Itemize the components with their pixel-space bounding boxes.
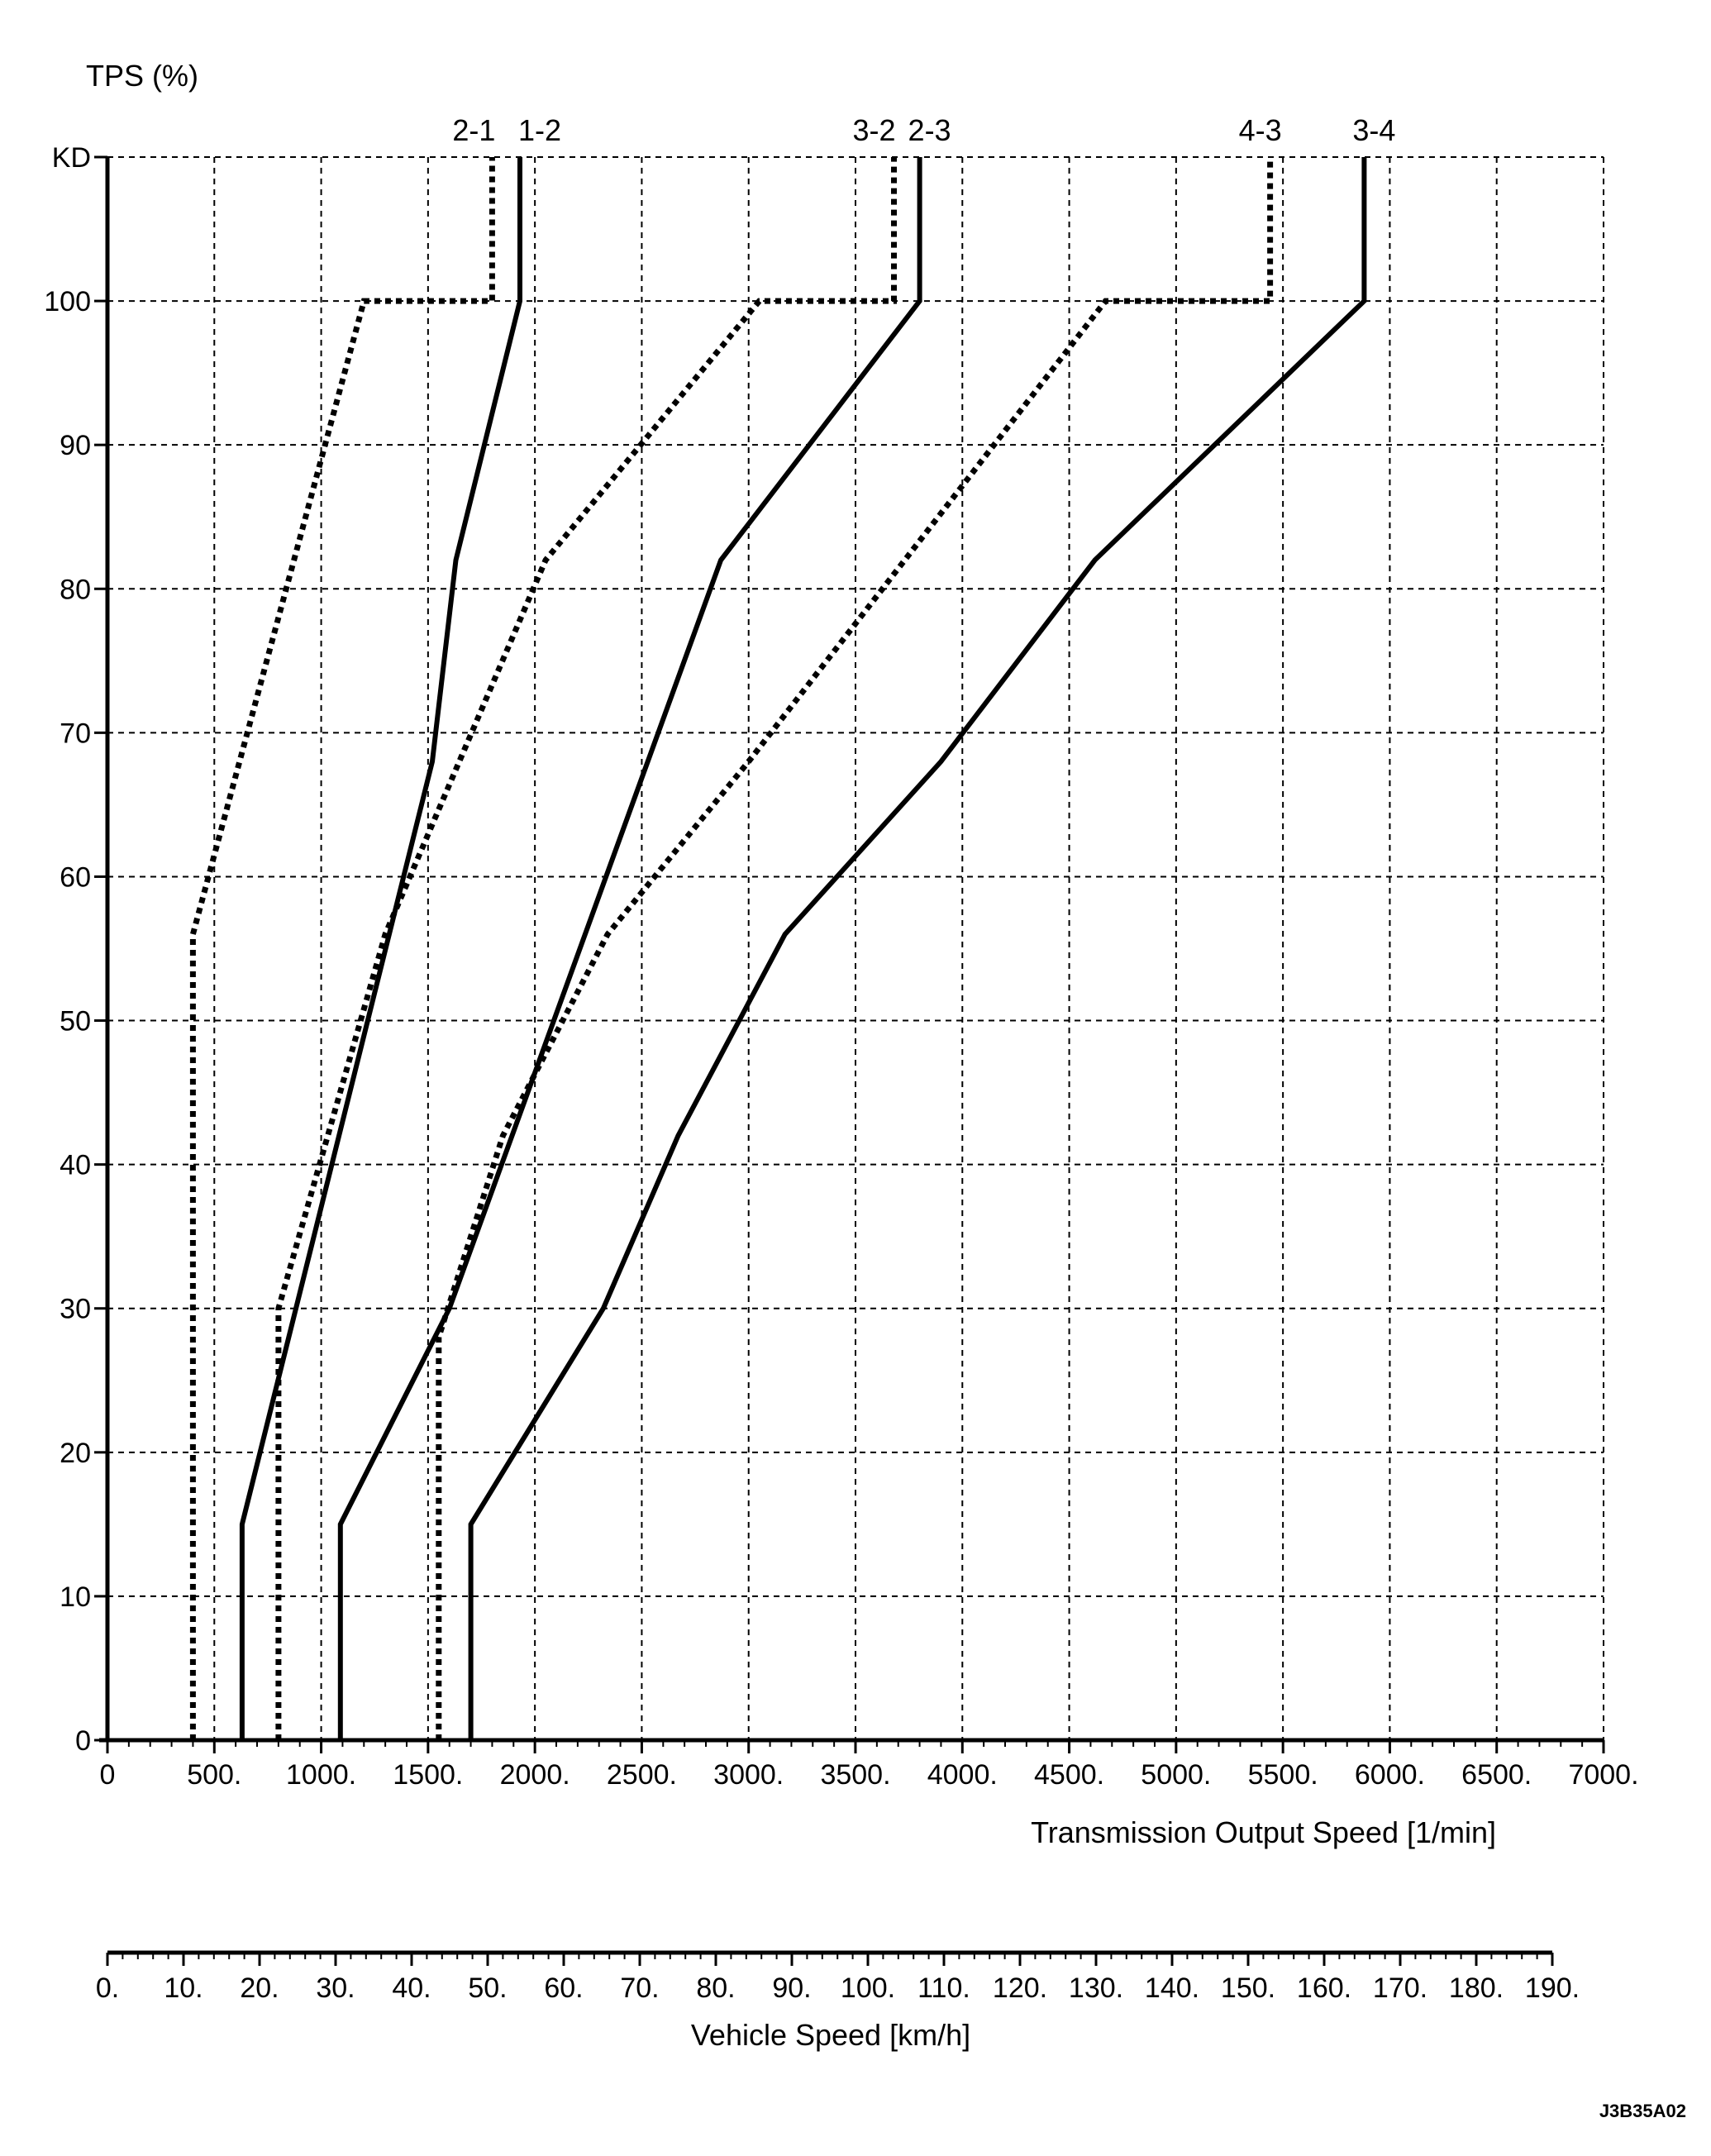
labels: TPS (%) Transmission Output Speed [1/min… <box>86 59 1686 2121</box>
y-tick-label: 70 <box>60 718 91 749</box>
series-2-1-label: 2-1 <box>452 113 495 147</box>
x-tick-label: 6500. <box>1461 1759 1532 1791</box>
series: 2-1 1-2 3-2 2-3 4-3 3-4 <box>189 113 1395 1740</box>
axes <box>99 157 1604 1955</box>
vehicle-speed-tick-label: 70. <box>620 1972 659 2004</box>
series-4-3-line <box>436 157 1274 1740</box>
vehicle-speed-tick-label: 100. <box>841 1972 895 2004</box>
y-tick-label: 60 <box>60 861 91 893</box>
x-tick-label: 1500. <box>393 1759 463 1791</box>
series-2-1-line <box>189 157 495 1740</box>
x-tick-label: 3000. <box>713 1759 784 1791</box>
vehicle-speed-tick-label: 170. <box>1373 1972 1427 2004</box>
x-tick-label: 5500. <box>1248 1759 1318 1791</box>
series-3-2-line <box>275 157 897 1740</box>
series-2-3-label: 2-3 <box>908 113 951 147</box>
vehicle-speed-tick-label: 10. <box>164 1972 203 2004</box>
vehicle-speed-tick-label: 130. <box>1069 1972 1123 2004</box>
vehicle-speed-tick-label: 90. <box>772 1972 811 2004</box>
vehicle-speed-tick-label: 50. <box>468 1972 507 2004</box>
x-tick-label: 2500. <box>607 1759 677 1791</box>
x-tick-label: 0 <box>100 1759 116 1791</box>
vehicle-speed-tick-label: 150. <box>1221 1972 1275 2004</box>
vehicle-speed-tick-label: 40. <box>392 1972 431 2004</box>
x-tick-label: 7000. <box>1568 1759 1638 1791</box>
y-tick-label: 0 <box>75 1725 91 1757</box>
vehicle-speed-tick-label: 140. <box>1145 1972 1199 2004</box>
series-1-2-label: 1-2 <box>518 113 561 147</box>
y-axis-title: TPS (%) <box>86 59 198 93</box>
series-1-2-line <box>239 157 522 1740</box>
vehicle-speed-tick-label: 0. <box>96 1972 119 2004</box>
series-3-4-line <box>468 157 1367 1740</box>
y-tick-label: 40 <box>60 1150 91 1181</box>
grid <box>107 156 1604 1740</box>
figure-code: J3B35A02 <box>1599 2101 1686 2121</box>
vehicle-speed-tick-label: 180. <box>1449 1972 1504 2004</box>
vehicle-speed-tick-label: 30. <box>316 1972 355 2004</box>
vehicle-speed-tick-label: 190. <box>1525 1972 1580 2004</box>
vehicle-speed-tick-label: 20. <box>240 1972 279 2004</box>
x-axis-title: Transmission Output Speed [1/min] <box>1031 1815 1496 1849</box>
vehicle-speed-axis-title: Vehicle Speed [km/h] <box>691 2018 970 2052</box>
x-tick-label: 5000. <box>1141 1759 1211 1791</box>
x-tick-label: 2000. <box>500 1759 570 1791</box>
y-tick-label: 100 <box>44 286 91 317</box>
x-tick-label: 3500. <box>820 1759 890 1791</box>
series-2-3-line <box>337 157 922 1740</box>
y-tick-label: KD <box>52 142 91 174</box>
series-3-4-label: 3-4 <box>1352 113 1395 147</box>
x-tick-label: 4500. <box>1034 1759 1104 1791</box>
y-tick-label: 90 <box>60 430 91 461</box>
series-3-2-label: 3-2 <box>853 113 896 147</box>
y-tick-label: 50 <box>60 1006 91 1037</box>
series-4-3-label: 4-3 <box>1239 113 1282 147</box>
vehicle-speed-tick-label: 160. <box>1297 1972 1351 2004</box>
ticks: 0 10 20 30 40 50 60 70 80 90 100 KD 0 500. 1000. 1500. 2… <box>44 142 1638 2004</box>
x-tick-label: 4000. <box>927 1759 998 1791</box>
x-tick-label: 500. <box>187 1759 241 1791</box>
y-tick-label: 20 <box>60 1438 91 1469</box>
vehicle-speed-tick-label: 120. <box>993 1972 1047 2004</box>
vehicle-speed-tick-label: 110. <box>917 1972 970 2004</box>
y-tick-label: 80 <box>60 574 91 605</box>
y-tick-label: 10 <box>60 1581 91 1613</box>
y-tick-label: 30 <box>60 1294 91 1325</box>
x-tick-label: 6000. <box>1355 1759 1425 1791</box>
vehicle-speed-tick-label: 80. <box>696 1972 735 2004</box>
vehicle-speed-tick-label: 60. <box>544 1972 583 2004</box>
x-tick-label: 1000. <box>286 1759 356 1791</box>
